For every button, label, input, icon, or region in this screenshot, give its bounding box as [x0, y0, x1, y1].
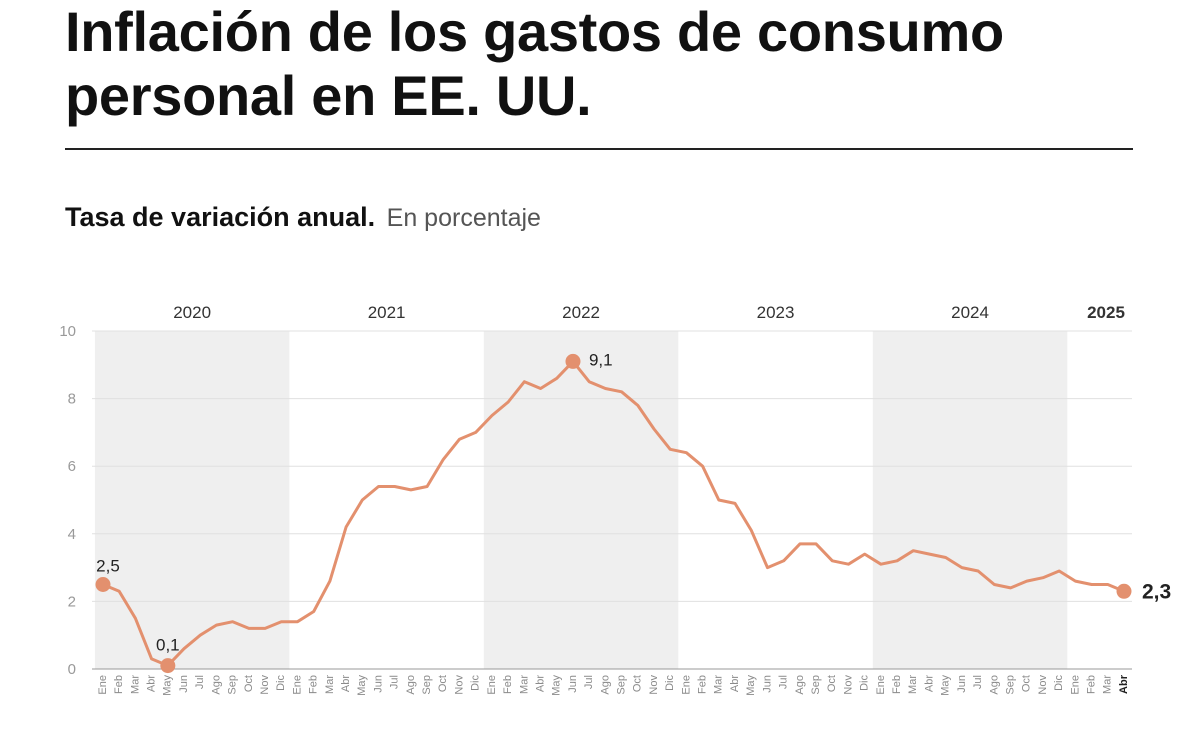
x-tick-label: Jun [761, 675, 773, 693]
x-tick-label: Ago [599, 675, 611, 695]
x-tick-label: Jul [194, 675, 206, 689]
x-tick-label: May [162, 675, 174, 696]
x-tick-label: Nov [453, 675, 465, 695]
x-tick-label: Mar [907, 675, 919, 694]
year-band [872, 331, 1068, 669]
x-tick-label: Dic [1053, 675, 1065, 691]
x-tick-label: Sep [1004, 675, 1016, 695]
year-label: 2020 [173, 303, 211, 322]
data-label: 2,3 [1142, 580, 1171, 603]
x-tick-label: Ene [486, 675, 498, 695]
x-tick-label: May [551, 675, 563, 696]
x-tick-label: Mar [129, 675, 141, 694]
x-tick-label: Dic [664, 675, 676, 691]
x-tick-label: Ago [405, 675, 417, 695]
year-label: 2021 [368, 303, 406, 322]
x-tick-label: Abr [340, 675, 352, 692]
y-tick-label: 0 [68, 661, 76, 678]
x-tick-label: Mar [713, 675, 725, 694]
x-tick-label: Ene [97, 675, 109, 695]
series-line [101, 359, 1126, 668]
x-tick-label: May [745, 675, 757, 696]
title-divider [65, 148, 1133, 150]
chart-subtitle: Tasa de variación anual. En porcentaje [65, 202, 541, 233]
subtitle-bold: Tasa de variación anual. [65, 202, 376, 232]
x-tick-label: Ene [875, 675, 887, 695]
x-tick-label: Oct [1021, 675, 1033, 692]
x-tick-label: Ene [1069, 675, 1081, 695]
x-tick-label: Abr [1118, 674, 1130, 694]
highlight-marker [160, 658, 176, 674]
highlight-marker [565, 353, 581, 369]
x-tick-label: Oct [632, 675, 644, 692]
x-tick-label: May [356, 675, 368, 696]
data-label: 9,1 [589, 350, 613, 369]
x-tick-label: Feb [113, 675, 125, 694]
x-tick-label: Oct [243, 675, 255, 692]
x-tick-label: Mar [324, 675, 336, 694]
x-tick-label: Abr [923, 675, 935, 692]
x-tick-label: Jun [567, 675, 579, 693]
x-tick-label: Ago [988, 675, 1000, 695]
x-tick-label: Sep [227, 675, 239, 695]
year-label: 2025 [1087, 303, 1125, 322]
y-tick-label: 4 [68, 526, 76, 543]
x-tick-label: Nov [259, 675, 271, 695]
x-tick-label: Ago [210, 675, 222, 695]
x-tick-label: Jul [389, 675, 401, 689]
x-tick-label: Ene [680, 675, 692, 695]
y-tick-label: 2 [68, 593, 76, 610]
x-tick-label: Abr [729, 675, 741, 692]
x-tick-label: Sep [616, 675, 628, 695]
x-tick-label: Dic [275, 675, 287, 691]
x-tick-label: Ene [291, 675, 303, 695]
x-tick-label: May [940, 675, 952, 696]
chart-title: Inflación de los gastos de consumo perso… [65, 0, 1004, 127]
x-tick-label: Oct [826, 675, 838, 692]
x-tick-label: Nov [648, 675, 660, 695]
x-tick-label: Jun [178, 675, 190, 693]
year-label: 2024 [951, 303, 989, 322]
x-tick-label: Mar [1102, 675, 1114, 694]
x-tick-label: Dic [470, 675, 482, 691]
year-band [94, 331, 290, 669]
highlight-marker [1116, 583, 1132, 599]
x-tick-label: Sep [421, 675, 433, 695]
highlight-marker [95, 577, 111, 592]
x-tick-label: Abr [534, 675, 546, 692]
x-tick-label: Jul [583, 675, 595, 689]
data-label: 2,5 [96, 557, 120, 576]
x-tick-label: Jun [372, 675, 384, 693]
x-tick-label: Feb [697, 675, 709, 694]
x-tick-label: Jun [956, 675, 968, 693]
x-tick-label: Nov [1037, 675, 1049, 695]
x-tick-label: Sep [810, 675, 822, 695]
x-tick-label: Nov [842, 675, 854, 695]
x-tick-label: Feb [308, 675, 320, 694]
y-tick-label: 6 [68, 458, 76, 475]
year-label: 2022 [562, 303, 600, 322]
x-tick-label: Feb [891, 675, 903, 694]
y-tick-label: 8 [68, 391, 76, 408]
x-tick-label: Ago [794, 675, 806, 695]
data-label: 0,1 [156, 636, 180, 655]
x-tick-label: Jul [778, 675, 790, 689]
x-tick-label: Jul [972, 675, 984, 689]
year-band [483, 331, 679, 669]
x-tick-label: Mar [518, 675, 530, 694]
x-tick-label: Feb [1085, 675, 1097, 694]
x-tick-label: Abr [146, 675, 158, 692]
y-tick-label: 10 [59, 323, 76, 340]
year-label: 2023 [757, 303, 795, 322]
x-tick-label: Feb [502, 675, 514, 694]
x-tick-label: Oct [437, 675, 449, 692]
x-tick-label: Dic [859, 675, 871, 691]
subtitle-unit: En porcentaje [386, 204, 541, 232]
